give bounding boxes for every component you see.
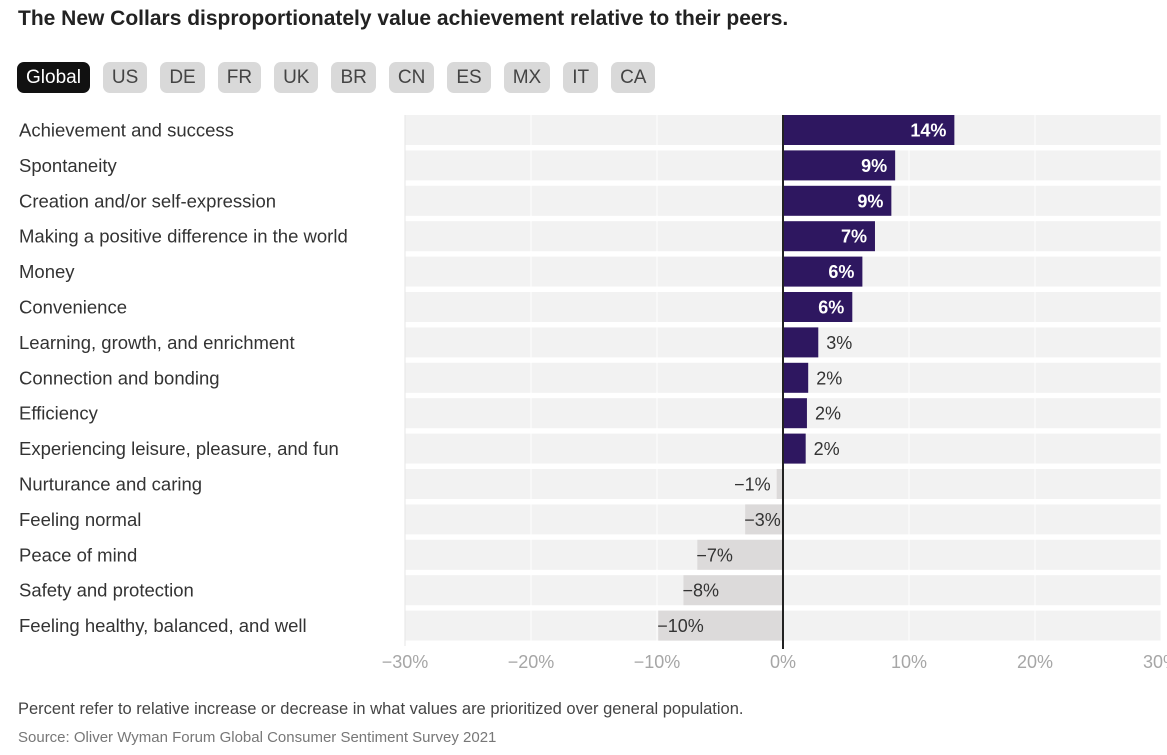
data-label: −3% (744, 510, 781, 530)
x-tick-label: 0% (770, 652, 796, 672)
category-label: Experiencing leisure, pleasure, and fun (19, 438, 339, 459)
country-tabs: Global US DE FR UK BR CN ES MX IT CA (17, 62, 668, 93)
category-label: Connection and bonding (19, 367, 220, 388)
chart-title: The New Collars disproportionately value… (18, 7, 789, 30)
bar (783, 150, 896, 181)
category-label: Safety and protection (19, 580, 194, 601)
x-tick-label: 30% (1143, 652, 1167, 672)
category-label: Peace of mind (19, 544, 137, 565)
bar (683, 575, 783, 606)
tab-br[interactable]: BR (331, 62, 376, 93)
bar (745, 504, 783, 535)
tab-es[interactable]: ES (447, 62, 491, 93)
bar (783, 433, 806, 464)
bar (658, 610, 783, 641)
bar (783, 185, 892, 216)
tab-global[interactable]: Global (17, 62, 90, 93)
tab-us[interactable]: US (102, 62, 148, 93)
bar-chart: Achievement and success 14% Spontaneity 9% C… (19, 115, 1167, 672)
category-label: Feeling healthy, balanced, and well (19, 615, 307, 636)
tab-uk[interactable]: UK (274, 62, 319, 93)
bar (783, 256, 863, 287)
data-label: 9% (857, 191, 883, 211)
data-label: 6% (818, 298, 844, 318)
category-label: Money (19, 261, 75, 282)
category-label: Nurturance and caring (19, 474, 202, 495)
tab-cn[interactable]: CN (388, 62, 435, 93)
x-tick-label: −20% (508, 652, 555, 672)
source-note: Source: Oliver Wyman Forum Global Consum… (18, 729, 497, 746)
data-label: −10% (657, 616, 704, 636)
footnote: Percent refer to relative increase or de… (18, 700, 744, 718)
x-tick-label: 10% (891, 652, 927, 672)
category-label: Creation and/or self-expression (19, 190, 276, 211)
category-label: Feeling normal (19, 509, 141, 530)
data-label: −1% (734, 475, 771, 495)
bar (783, 292, 853, 322)
bar (783, 115, 955, 145)
category-label: Learning, growth, and enrichment (19, 332, 295, 353)
data-label: 7% (841, 227, 867, 247)
x-tick-label: −10% (634, 652, 681, 672)
category-label: Convenience (19, 297, 127, 318)
category-label: Making a positive difference in the worl… (19, 226, 348, 247)
data-label: 14% (910, 121, 946, 141)
bar (783, 221, 875, 252)
tab-de[interactable]: DE (160, 62, 205, 93)
data-label: 2% (816, 368, 842, 388)
tab-fr[interactable]: FR (217, 62, 262, 93)
data-label: 3% (826, 333, 852, 353)
bar (783, 398, 807, 429)
data-label: −8% (682, 581, 719, 601)
tab-ca[interactable]: CA (611, 62, 656, 93)
bar (697, 539, 783, 570)
data-label: −7% (696, 545, 733, 565)
category-label: Achievement and success (19, 120, 234, 141)
category-label: Spontaneity (19, 155, 117, 176)
category-label: Efficiency (19, 403, 99, 424)
bar (783, 362, 809, 393)
tab-it[interactable]: IT (563, 62, 599, 93)
bar (776, 469, 783, 499)
data-label: 2% (815, 404, 841, 424)
data-label: 6% (828, 262, 854, 282)
bar (783, 327, 819, 358)
x-tick-label: −30% (382, 652, 429, 672)
tab-mx[interactable]: MX (503, 62, 551, 93)
x-tick-label: 20% (1017, 652, 1053, 672)
data-label: 2% (814, 439, 840, 459)
data-label: 9% (861, 156, 887, 176)
